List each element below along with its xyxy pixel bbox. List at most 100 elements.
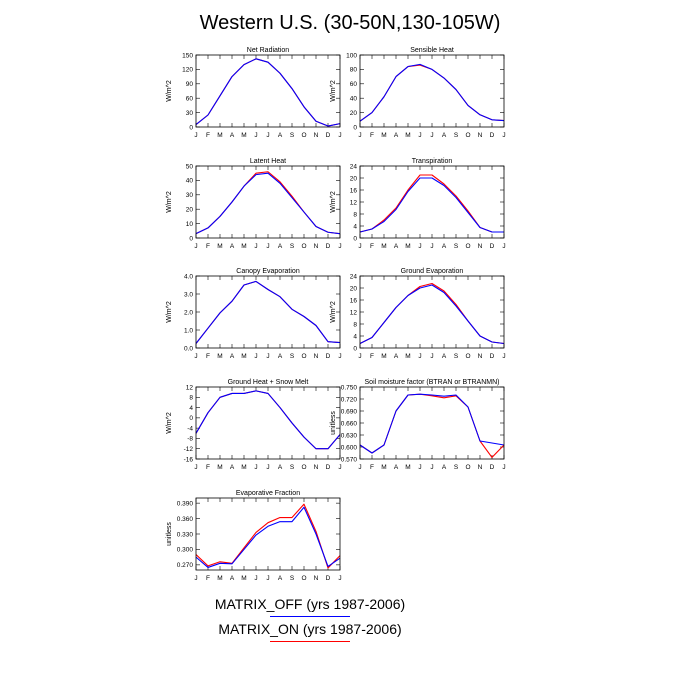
x-tick-label: N (478, 243, 483, 250)
y-tick-label: 2.0 (184, 309, 193, 316)
chart-panel-4: Canopy Evaporation W/m^2 0.0 1.0 2.0 3.0 4.0 J F… (166, 268, 342, 360)
y-axis-label: unitless (330, 411, 337, 435)
x-tick-label: J (502, 132, 505, 139)
x-tick-label: M (241, 575, 246, 582)
y-tick-label: 0.390 (177, 500, 194, 507)
x-tick-label: D (490, 132, 495, 139)
x-tick-label: J (418, 353, 421, 360)
x-tick-label: N (314, 575, 319, 582)
x-tick-label: A (230, 243, 235, 250)
x-tick-label: M (405, 464, 410, 471)
x-tick-label: N (478, 132, 483, 139)
y-axis-label: W/m^2 (166, 80, 173, 102)
chart-title: Latent Heat (250, 158, 286, 165)
y-tick-label: 4 (189, 405, 193, 412)
y-tick-label: 0.660 (341, 420, 358, 427)
x-tick-label: F (206, 575, 210, 582)
legend-item-matrix-on: MATRIX_ON (yrs 1987-2006) (218, 621, 402, 637)
series-line-matrix-off (195, 172, 341, 235)
y-tick-label: -12 (184, 446, 194, 453)
chart-panel-8: Evaporative Fraction unitless 0.270 0.300 0.… (166, 490, 342, 582)
y-tick-label: -4 (187, 425, 193, 432)
x-tick-label: S (290, 243, 295, 250)
x-tick-label: D (326, 464, 331, 471)
series-line-matrix-off (359, 284, 505, 345)
y-tick-label: 12 (186, 384, 194, 391)
x-tick-label: S (454, 464, 459, 471)
series-line-matrix-on (359, 282, 505, 345)
x-tick-label: M (381, 132, 386, 139)
x-tick-label: S (290, 353, 295, 360)
x-tick-label: F (370, 243, 374, 250)
x-tick-label: M (405, 243, 410, 250)
x-tick-label: A (442, 243, 447, 250)
y-tick-label: 0.570 (341, 456, 358, 463)
y-tick-label: 0.330 (177, 531, 194, 538)
y-tick-label: 16 (350, 187, 358, 194)
y-tick-label: 0.720 (341, 396, 358, 403)
series-line-matrix-off (195, 280, 341, 344)
x-tick-label: F (370, 353, 374, 360)
y-tick-label: 0.600 (341, 444, 358, 451)
y-tick-label: 24 (350, 273, 358, 280)
legend-line-matrix-on (270, 641, 350, 642)
y-tick-label: 0.270 (177, 562, 194, 569)
y-tick-label: 0.630 (341, 432, 358, 439)
y-tick-label: 20 (186, 207, 194, 214)
x-tick-label: J (418, 243, 421, 250)
legend-line-matrix-off (270, 616, 350, 617)
x-tick-label: J (430, 132, 433, 139)
x-tick-label: J (418, 464, 421, 471)
x-tick-label: S (454, 243, 459, 250)
y-tick-label: 120 (182, 67, 193, 74)
y-tick-label: 0 (353, 345, 357, 352)
y-tick-label: 0.0 (184, 345, 193, 352)
x-tick-label: D (326, 132, 331, 139)
x-tick-label: J (358, 353, 361, 360)
x-tick-label: F (206, 243, 210, 250)
y-tick-label: 90 (186, 81, 194, 88)
series-line-matrix-off (359, 63, 505, 122)
x-tick-label: D (326, 243, 331, 250)
x-tick-label: M (381, 464, 386, 471)
plot-frame (359, 165, 505, 239)
x-tick-label: J (266, 464, 269, 471)
plot-frame (195, 54, 341, 128)
chart-title: Soil moisture factor (BTRAN or BTRANMN) (365, 379, 500, 386)
x-tick-label: A (278, 353, 283, 360)
x-tick-label: M (241, 464, 246, 471)
x-tick-label: J (194, 132, 197, 139)
series-line-matrix-on (359, 64, 505, 122)
y-tick-label: 0.690 (341, 408, 358, 415)
x-tick-label: A (230, 464, 235, 471)
x-tick-label: O (465, 243, 470, 250)
x-tick-label: J (194, 575, 197, 582)
y-axis-label: unitless (166, 522, 173, 546)
x-tick-label: O (301, 464, 306, 471)
figure-title: Western U.S. (30-50N,130-105W) (199, 12, 501, 34)
x-tick-label: J (358, 132, 361, 139)
chart-title: Evaporative Fraction (236, 490, 300, 497)
x-tick-label: A (230, 575, 235, 582)
y-tick-label: 24 (350, 163, 358, 170)
x-tick-label: J (502, 243, 505, 250)
x-tick-label: J (430, 243, 433, 250)
x-tick-label: A (394, 243, 399, 250)
plot-frame (195, 497, 341, 571)
y-tick-label: 0.750 (341, 384, 358, 391)
y-axis-label: W/m^2 (330, 301, 337, 323)
y-tick-label: -16 (184, 456, 194, 463)
x-tick-label: J (266, 353, 269, 360)
x-tick-label: J (266, 132, 269, 139)
x-tick-label: F (206, 464, 210, 471)
x-tick-label: A (278, 464, 283, 471)
x-tick-label: J (430, 353, 433, 360)
x-tick-label: J (194, 464, 197, 471)
plot-frame (195, 165, 341, 239)
x-tick-label: J (502, 464, 505, 471)
x-tick-label: A (442, 132, 447, 139)
x-tick-label: J (254, 243, 257, 250)
x-tick-label: N (478, 464, 483, 471)
chart-title: Transpiration (412, 158, 453, 165)
